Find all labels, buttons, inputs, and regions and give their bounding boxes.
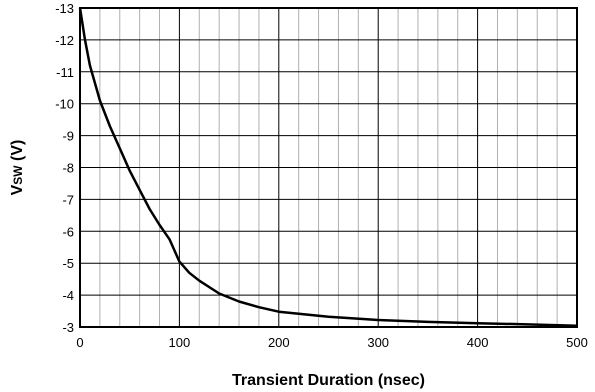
y-tick-label: -10 <box>55 97 74 112</box>
x-tick-label: 200 <box>268 335 290 350</box>
plot-area-frame <box>79 7 578 328</box>
y-tick-label: -12 <box>55 33 74 48</box>
y-tick-label: -3 <box>62 320 74 335</box>
x-tick-label: 100 <box>169 335 191 350</box>
y-tick-label: -9 <box>62 129 74 144</box>
y-tick-labels: -13 -12 -11 -10 -9 -8 -7 -6 -5 -4 -3 <box>55 1 74 335</box>
y-tick-label: -8 <box>62 161 74 176</box>
x-tick-label: 300 <box>367 335 389 350</box>
y-tick-label: -13 <box>55 1 74 16</box>
series-layer <box>78 7 578 327</box>
y-tick-label: -5 <box>62 256 74 271</box>
x-tick-label: 400 <box>467 335 489 350</box>
x-axis-title: Transient Duration (nsec) <box>232 372 425 389</box>
y-axis-title-unit: (V) <box>9 140 26 166</box>
y-tick-label: -4 <box>62 288 74 303</box>
y-tick-label: -11 <box>56 65 74 80</box>
y-tick-label: -6 <box>62 224 74 239</box>
y-axis-title-main: V <box>9 184 26 195</box>
x-tick-label: 500 <box>566 335 588 350</box>
major-gridlines <box>79 7 578 328</box>
x-tick-labels: 0 100 200 300 400 500 <box>76 335 587 350</box>
y-axis-title-subscript: SW <box>11 165 25 185</box>
y-tick-label: -7 <box>62 192 74 207</box>
series-line <box>78 7 578 327</box>
y-axis-title: VSW (V) <box>9 140 26 196</box>
x-tick-label: 0 <box>76 335 83 350</box>
